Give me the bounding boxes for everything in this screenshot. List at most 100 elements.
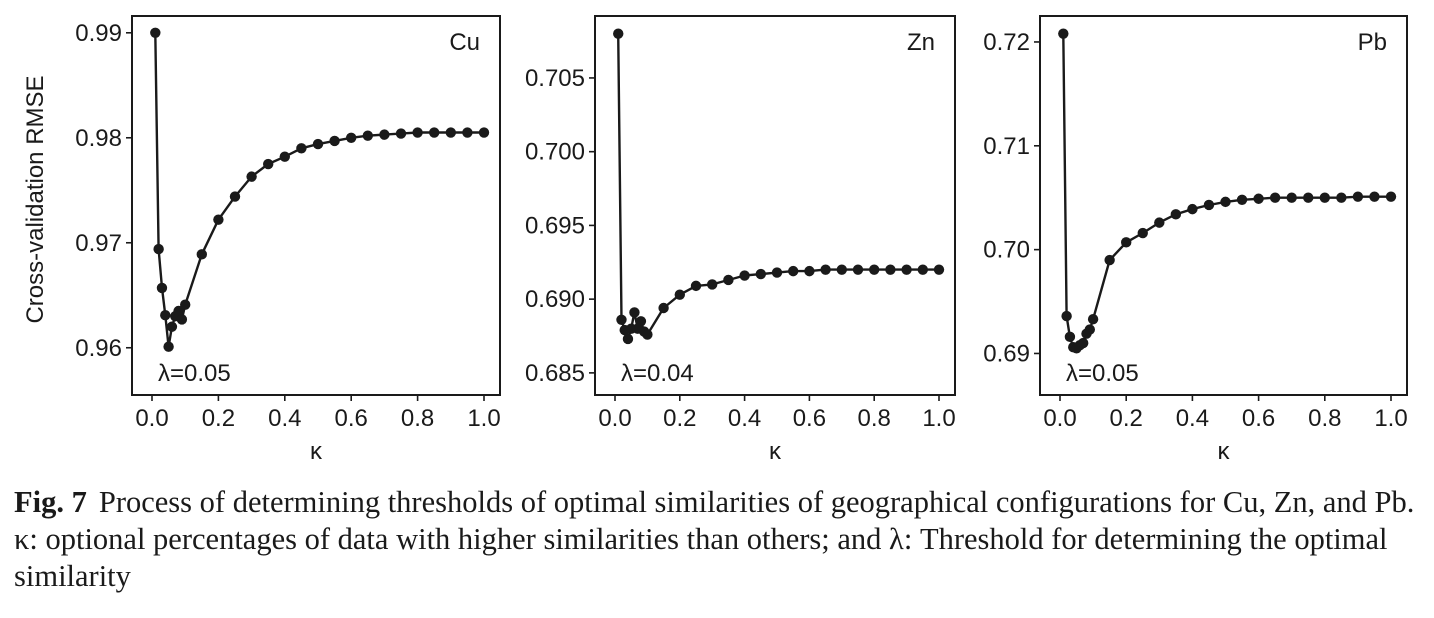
x-tick-label: 1.0	[1374, 405, 1407, 432]
chart-panel-zn: 0.0 0.2 0.4 0.6 0.8 1.0 0.685 0.690 0.695 0.700 0.…	[525, 15, 956, 465]
x-tick-label: 0.6	[1242, 405, 1275, 432]
plot-frame	[594, 15, 956, 396]
data-point	[296, 143, 307, 154]
x-tick-label: 0.8	[858, 405, 891, 432]
data-point	[1187, 203, 1198, 215]
plot-frame	[1039, 15, 1408, 396]
data-point	[1352, 191, 1364, 202]
x-tick-label: 0.4	[1176, 405, 1209, 432]
y-tick-label: 0.71	[983, 133, 1030, 160]
data-point	[1253, 193, 1264, 204]
data-point	[246, 171, 257, 182]
data-point	[1058, 28, 1069, 39]
data-point	[1077, 337, 1089, 349]
figure-caption-label: Fig. 7	[14, 485, 87, 519]
lambda-annotation: λ=0.05	[1066, 360, 1139, 387]
data-point	[153, 243, 164, 255]
y-axis-title: Cross-validation RMSE	[22, 75, 49, 323]
data-point	[229, 191, 241, 202]
x-tick-label: 0.6	[335, 405, 368, 432]
figure-panels: 0.0 0.2 0.4 0.6 0.8 1.0 0.96 0.97 0.98 0.99 κ Cross…	[22, 15, 1408, 465]
data-point	[723, 274, 734, 286]
data-point	[622, 333, 634, 345]
data-point	[163, 341, 174, 352]
data-point	[852, 264, 864, 275]
y-tick-label: 0.98	[75, 125, 122, 152]
data-point	[176, 314, 188, 325]
data-point	[642, 329, 653, 340]
data-point	[1286, 192, 1297, 203]
data-point	[150, 27, 161, 38]
data-point	[1369, 191, 1380, 202]
data-point	[885, 264, 896, 275]
data-point	[869, 264, 880, 275]
data-point	[1269, 192, 1281, 203]
lambda-annotation: λ=0.04	[621, 360, 694, 387]
data-point	[771, 267, 783, 278]
y-tick-label: 0.96	[75, 335, 122, 362]
data-point	[1121, 237, 1132, 248]
data-point	[1104, 254, 1115, 266]
data-point	[445, 127, 456, 138]
series-line	[154, 32, 484, 348]
y-tick-label: 0.72	[983, 29, 1030, 56]
data-point	[707, 279, 718, 290]
x-axis-title: κ	[1218, 438, 1231, 465]
data-point	[279, 151, 290, 162]
data-point	[180, 299, 191, 310]
x-tick-label: 0.8	[1308, 405, 1341, 432]
data-point	[788, 265, 799, 277]
data-point	[346, 132, 357, 143]
y-tick-label: 0.70	[983, 237, 1030, 264]
x-tick-label: 0.2	[663, 405, 696, 432]
data-point	[213, 214, 224, 225]
data-point	[312, 138, 324, 150]
y-tick-label: 0.700	[525, 139, 585, 166]
data-point	[173, 305, 184, 317]
data-point	[379, 129, 390, 140]
plot-frame	[131, 15, 501, 396]
data-point	[1084, 324, 1095, 335]
data-point	[156, 282, 168, 294]
panel-label: Pb	[1358, 29, 1387, 56]
x-tick-label: 0.4	[268, 405, 301, 432]
data-point	[478, 127, 490, 138]
data-point	[196, 249, 207, 260]
data-point	[901, 264, 912, 275]
data-point	[917, 264, 928, 275]
data-point	[1137, 227, 1148, 239]
y-tick-label: 0.99	[75, 20, 122, 47]
data-point	[613, 28, 624, 39]
data-point	[635, 316, 647, 327]
data-point	[462, 127, 473, 138]
x-tick-label: 0.0	[1043, 405, 1076, 432]
data-point	[933, 264, 945, 275]
data-point	[263, 158, 274, 170]
series-line	[617, 33, 939, 341]
data-point	[629, 307, 640, 318]
x-tick-label: 0.2	[202, 405, 235, 432]
data-point	[329, 135, 340, 147]
x-tick-label: 0.2	[1110, 405, 1143, 432]
data-point	[674, 289, 685, 300]
data-point	[739, 270, 750, 281]
x-tick-label: 0.8	[401, 405, 434, 432]
data-point	[412, 127, 423, 138]
data-point	[1336, 192, 1347, 203]
y-tick-label: 0.69	[983, 340, 1030, 367]
data-point	[658, 302, 669, 314]
data-point	[836, 264, 847, 275]
y-tick-label: 0.705	[525, 65, 585, 92]
data-point	[1061, 310, 1072, 322]
data-point	[1087, 314, 1099, 325]
y-tick-label: 0.695	[525, 212, 585, 239]
chart-panel-pb: 0.0 0.2 0.4 0.6 0.8 1.0 0.69 0.70 0.71 0.72 κ Pb λ=0…	[983, 15, 1408, 465]
data-point	[166, 321, 178, 332]
data-point	[1220, 196, 1231, 208]
data-point	[820, 264, 831, 275]
panel-label: Cu	[449, 29, 480, 56]
figure-caption-text: Process of determining thresholds of opt…	[14, 485, 1415, 593]
y-tick-label: 0.685	[525, 360, 585, 387]
data-point	[1303, 192, 1314, 203]
data-point	[1319, 192, 1331, 203]
